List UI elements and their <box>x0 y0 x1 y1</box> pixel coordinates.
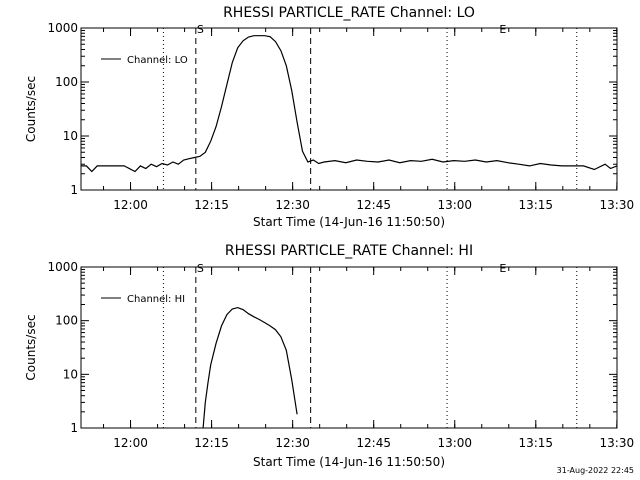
y-tick-label: 100 <box>55 75 78 89</box>
plot-frame <box>80 27 618 191</box>
x-tick-label: 12:30 <box>275 436 310 450</box>
x-axis-label: Start Time (14-Jun-16 11:50:50) <box>253 215 445 229</box>
legend-label: Channel: HI <box>127 294 185 305</box>
y-tick-label: 10 <box>63 129 78 143</box>
x-tick-label: 12:45 <box>356 198 391 212</box>
series-line <box>81 35 618 173</box>
y-tick-label: 1000 <box>47 21 78 35</box>
x-tick-label: 12:00 <box>113 198 148 212</box>
y-tick-label: 1 <box>70 183 78 197</box>
x-tick-label: 13:30 <box>600 436 635 450</box>
y-tick-label: 100 <box>55 314 78 328</box>
y-tick-label: 10 <box>63 367 78 381</box>
x-tick-label: 13:00 <box>437 198 472 212</box>
x-tick-label: 13:00 <box>437 436 472 450</box>
x-tick-label: 13:15 <box>518 436 553 450</box>
y-axis-label: Counts/sec <box>24 76 38 142</box>
date-stamp: 31-Aug-2022 22:45 <box>556 466 634 475</box>
series-line <box>202 306 298 429</box>
legend-label: Channel: LO <box>127 55 188 66</box>
y-tick-label: 1 <box>70 421 78 435</box>
x-tick-label: 13:15 <box>518 198 553 212</box>
chart-title: RHESSI PARTICLE_RATE Channel: HI <box>225 243 473 259</box>
x-tick-label: 12:45 <box>356 436 391 450</box>
x-tick-label: 12:15 <box>194 198 229 212</box>
y-tick-label: 1000 <box>47 260 78 274</box>
start-marker-label: S <box>197 262 204 275</box>
end-marker-label: E <box>499 23 506 36</box>
end-marker-label: E <box>499 262 506 275</box>
x-tick-label: 12:30 <box>275 198 310 212</box>
y-axis-label: Counts/sec <box>24 314 38 380</box>
plot-frame <box>80 266 618 429</box>
start-marker-label: S <box>197 23 204 36</box>
x-tick-label: 12:15 <box>194 436 229 450</box>
x-axis-label: Start Time (14-Jun-16 11:50:50) <box>253 455 445 469</box>
chart-title: RHESSI PARTICLE_RATE Channel: LO <box>223 5 475 21</box>
x-tick-label: 13:30 <box>600 198 635 212</box>
x-tick-label: 12:00 <box>113 436 148 450</box>
